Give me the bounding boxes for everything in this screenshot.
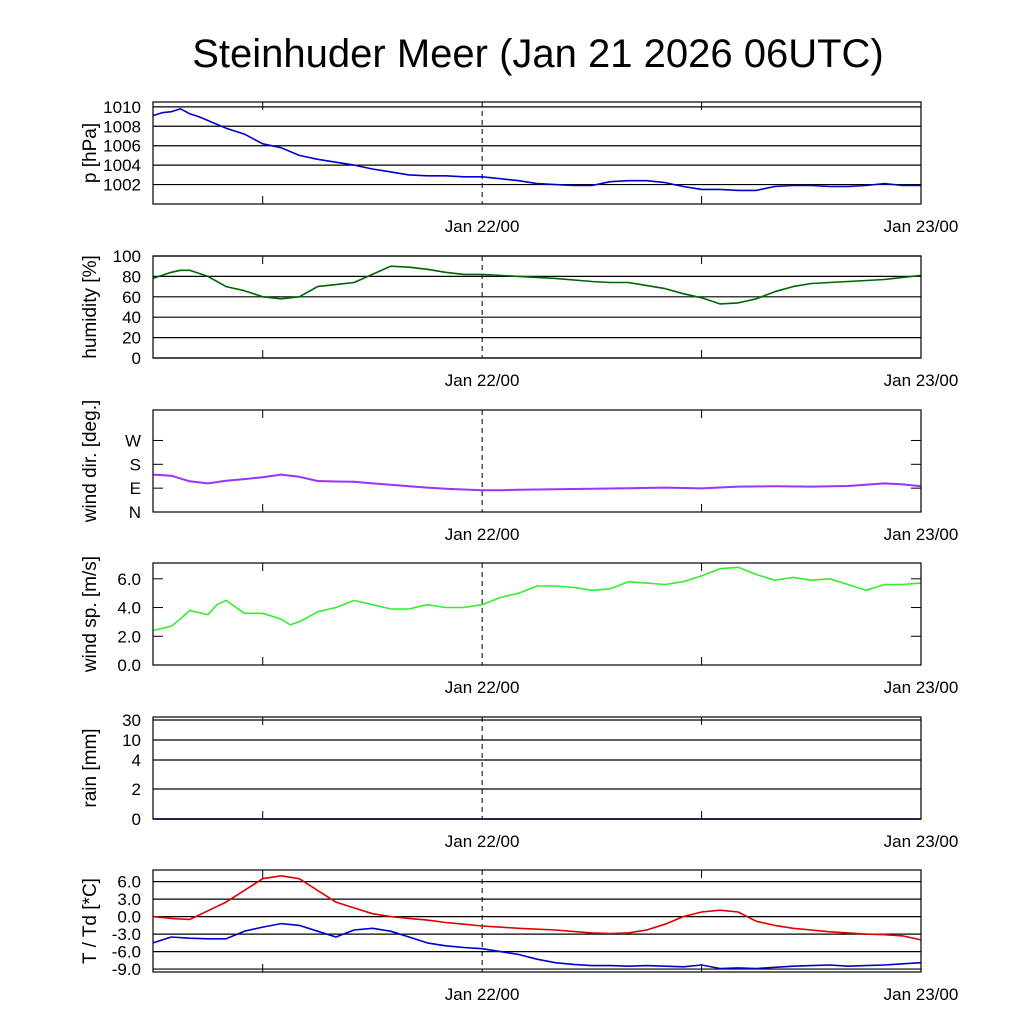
panel-frame — [152, 409, 922, 513]
y-axis-label: wind dir. [deg.] — [80, 400, 101, 524]
y-tick-label: 30 — [122, 711, 141, 730]
y-tick-label: N — [129, 503, 141, 522]
x-tick-label: Jan 23/00 — [884, 832, 959, 851]
y-tick-label: 0.0 — [117, 908, 141, 927]
panel-frame — [152, 869, 922, 973]
series-line-p — [152, 108, 921, 192]
y-tick-label: 1004 — [103, 156, 141, 175]
y-tick-label: 100 — [113, 247, 141, 266]
y-tick-label: 2.0 — [117, 627, 141, 646]
x-tick-label: Jan 23/00 — [884, 678, 959, 697]
y-tick-label: -9.0 — [112, 960, 141, 979]
y-tick-label: W — [125, 431, 141, 450]
y-tick-label: 4 — [132, 751, 141, 770]
x-tick-label: Jan 22/00 — [445, 985, 520, 1004]
panel-frame — [152, 716, 922, 820]
panel-frame — [152, 562, 922, 666]
panel-wind_speed: 0.0 2.0 4.0 6.0 Jan 22/00 Jan 23/00 wind sp. [… — [80, 556, 958, 697]
y-tick-label: 4.0 — [117, 599, 141, 618]
y-tick-label: 1008 — [103, 117, 141, 136]
x-tick-label: Jan 23/00 — [884, 371, 959, 390]
x-tick-label: Jan 23/00 — [884, 217, 959, 236]
x-tick-label: Jan 22/00 — [445, 832, 520, 851]
y-tick-label: E — [130, 479, 141, 498]
panel-frame — [152, 101, 922, 205]
series-line-T — [152, 874, 922, 941]
y-tick-label: -6.0 — [112, 943, 141, 962]
x-tick-label: Jan 22/00 — [445, 525, 520, 544]
y-tick-label: 60 — [122, 288, 141, 307]
series-line-dir — [152, 473, 922, 492]
y-axis-label: T / Td [*C] — [80, 878, 101, 964]
y-tick-label: 6.0 — [117, 873, 141, 892]
y-tick-label: 1002 — [103, 176, 141, 195]
y-tick-label: 2 — [132, 780, 141, 799]
x-tick-label: Jan 22/00 — [445, 371, 520, 390]
panel-frame — [152, 255, 922, 359]
panel-temperature: -9.0-6.0-3.00.03.06.0 Jan 22/00 Jan 23/00 T… — [80, 869, 959, 1004]
y-tick-label: 1006 — [103, 137, 141, 156]
y-axis-label: wind sp. [m/s] — [80, 556, 101, 673]
y-tick-label: 0 — [132, 810, 141, 829]
x-tick-label: Jan 22/00 — [445, 678, 520, 697]
series-line-Td — [152, 922, 922, 970]
x-tick-label: Jan 23/00 — [884, 525, 959, 544]
y-tick-label: -3.0 — [112, 925, 141, 944]
y-tick-label: 0 — [132, 349, 141, 368]
series-line-ws — [152, 566, 922, 632]
x-tick-label: Jan 22/00 — [445, 217, 520, 236]
y-tick-label: 1010 — [103, 98, 141, 117]
y-tick-label: 80 — [122, 267, 141, 286]
y-axis-label: humidity [%] — [80, 255, 101, 358]
series-line-rh — [152, 265, 922, 305]
y-axis-label: p [hPa] — [80, 123, 101, 183]
y-tick-label: 0.0 — [117, 656, 141, 675]
y-tick-label: S — [130, 455, 141, 474]
y-tick-label: 10 — [122, 731, 141, 750]
x-tick-label: Jan 23/00 — [884, 985, 959, 1004]
y-axis-label: rain [mm] — [80, 728, 101, 807]
chart-title: Steinhuder Meer (Jan 21 2026 06UTC) — [192, 32, 883, 76]
y-tick-label: 40 — [122, 308, 141, 327]
y-tick-label: 20 — [122, 329, 141, 348]
y-tick-label: 3.0 — [117, 890, 141, 909]
y-tick-label: 6.0 — [117, 570, 141, 589]
